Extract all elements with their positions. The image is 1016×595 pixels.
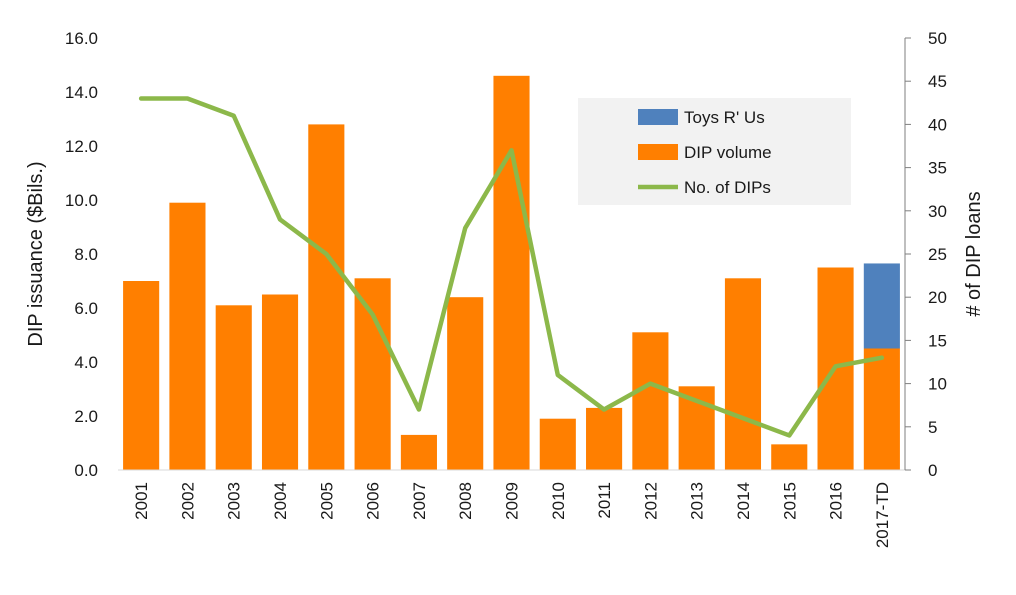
legend-box [578,98,851,205]
x-tick-label: 2012 [641,482,660,520]
x-tick-label: 2010 [549,482,568,520]
legend-label-toys-r-us: Toys R' Us [684,108,765,127]
x-tick-label: 2002 [178,482,197,520]
y2-tick-label: 0 [928,461,937,480]
y2-tick-label: 50 [928,29,947,48]
bar-layer [123,75,900,471]
y-tick-label: 2.0 [74,407,98,426]
axes-layer: 0.0 2.0 4.0 6.0 8.0 10.0 12.0 14.0 16.0 0 5 10 15 20 2… [25,29,985,548]
legend-swatch-dip-volume [638,144,678,160]
y-axis-title: DIP issuance ($Bils.) [25,161,47,346]
y2-tick-label: 40 [928,115,947,134]
bar-dip-volume-2012 [632,332,669,470]
bar-dip-volume-2001 [123,281,160,470]
legend-swatch-toys-r-us [638,109,678,125]
x-tick-label: 2003 [225,482,244,520]
x-tick-label: 2006 [364,482,383,520]
x-tick-label: 2015 [780,482,799,520]
line-layer [138,96,885,438]
x-tick-label: 2004 [271,482,290,520]
bar-dip-volume-2014 [724,278,762,470]
bar-toys-r-us-2017-TD [863,263,900,349]
y2-tick-label: 45 [928,72,947,91]
y2-tick-label: 15 [928,331,947,350]
y-tick-label: 16.0 [65,29,98,48]
bar-dip-volume-2004 [261,294,299,470]
x-tick-label: 2008 [456,482,475,520]
x-tick-label: 2005 [317,482,336,520]
bar-dip-volume-2002 [169,202,206,470]
legend-label-no-of-dips: No. of DIPs [684,178,771,197]
line-no-of-dips [138,96,885,438]
y-tick-label: 0.0 [74,461,98,480]
x-tick-label: 2001 [132,482,151,520]
bar-dip-volume-2007 [400,434,437,470]
y2-tick-label: 25 [928,245,947,264]
y2-tick-label: 20 [928,288,947,307]
y-tick-label: 10.0 [65,191,98,210]
bar-dip-volume-2006 [354,278,391,470]
bar-dip-volume-2017-TD [863,348,900,470]
x-tick-label: 2017-TD [873,482,892,548]
bar-dip-volume-2015 [771,444,808,470]
y-tick-label: 4.0 [74,353,98,372]
bar-dip-volume-2009 [493,75,530,471]
x-tick-label: 2011 [595,482,614,519]
y2-tick-label: 30 [928,202,947,221]
y2-tick-label: 10 [928,375,947,394]
y-tick-label: 8.0 [74,245,98,264]
x-tick-label: 2009 [503,482,522,520]
legend: Toys R' Us DIP volume No. of DIPs [578,98,851,205]
bar-dip-volume-2010 [539,418,576,470]
x-tick-label: 2007 [410,482,429,520]
x-tick-label: 2013 [688,482,707,520]
bar-dip-volume-2003 [215,305,252,470]
y-tick-label: 6.0 [74,299,98,318]
x-tick-label: 2016 [827,482,846,520]
legend-label-dip-volume: DIP volume [684,143,772,162]
y-tick-label: 12.0 [65,137,98,156]
y2-tick-label: 5 [928,418,937,437]
bar-dip-volume-2011 [586,407,623,470]
y2-tick-label: 35 [928,159,947,178]
bar-dip-volume-2008 [447,297,484,470]
bar-dip-volume-2005 [308,124,345,471]
x-tick-label: 2014 [734,482,753,520]
y2-axis-title: # of DIP loans [963,191,985,316]
y-tick-label: 14.0 [65,83,98,102]
